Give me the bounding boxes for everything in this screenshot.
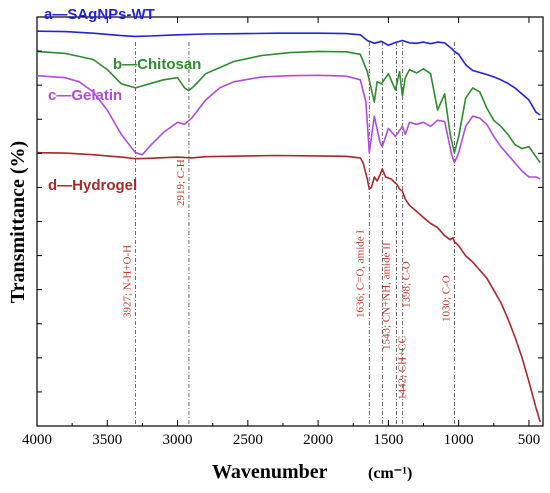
- x-tick-label: 500: [518, 432, 541, 448]
- x-tick-label: 4000: [22, 432, 52, 448]
- series-line-2: [36, 74, 541, 180]
- x-axis-ticks: 4000 3500 3000 2500 2000 1500 1000 500: [22, 17, 540, 448]
- annotation-label-1: 2919; C-H: [175, 159, 187, 206]
- annotation-label-6: 1030; C-O: [440, 275, 452, 322]
- x-tick-label: 1000: [444, 432, 474, 448]
- y-axis-ticks: [37, 50, 543, 393]
- x-tick-label: 3000: [163, 432, 193, 448]
- x-tick-label: 2500: [233, 432, 263, 448]
- series-line-3: [36, 151, 541, 423]
- series-lines: [36, 30, 541, 423]
- legend: a—SAgNPs-WT b—Chitosan c—Gelatin d—Hydrogel: [44, 6, 201, 194]
- annotation-label-0: 3927; N-H+O-H: [121, 245, 133, 318]
- series-line-0: [36, 30, 541, 116]
- annotation-label-2: 1636; C=O, amide I: [354, 230, 366, 318]
- legend-entry-3: d—Hydrogel: [48, 177, 137, 194]
- x-axis-unit: (cm⁻¹): [368, 465, 412, 482]
- x-tick-label: 3500: [92, 432, 122, 448]
- annotation-label-4: 1442; CH+CC: [397, 336, 409, 400]
- x-axis-title: Wavenumber: [212, 461, 328, 483]
- legend-entry-1: b—Chitosan: [113, 56, 201, 73]
- annotation-lines: [134, 42, 455, 426]
- y-axis-title: Transmittance (%): [7, 141, 29, 303]
- legend-entry-0: a—SAgNPs-WT: [44, 6, 155, 23]
- series-line-1: [36, 50, 541, 164]
- annotation-label-5: 1398; C-O: [401, 261, 413, 308]
- x-tick-label: 1500: [373, 432, 403, 448]
- annotation-labels: 3927; N-H+O-H 2919; C-H 1636; C=O, amide I…: [121, 159, 452, 400]
- plot-frame: [36, 16, 544, 427]
- x-tick-label: 2000: [303, 432, 333, 448]
- legend-entry-2: c—Gelatin: [48, 87, 122, 104]
- annotation-label-3: 1543; CN+NH, amide II: [380, 242, 392, 350]
